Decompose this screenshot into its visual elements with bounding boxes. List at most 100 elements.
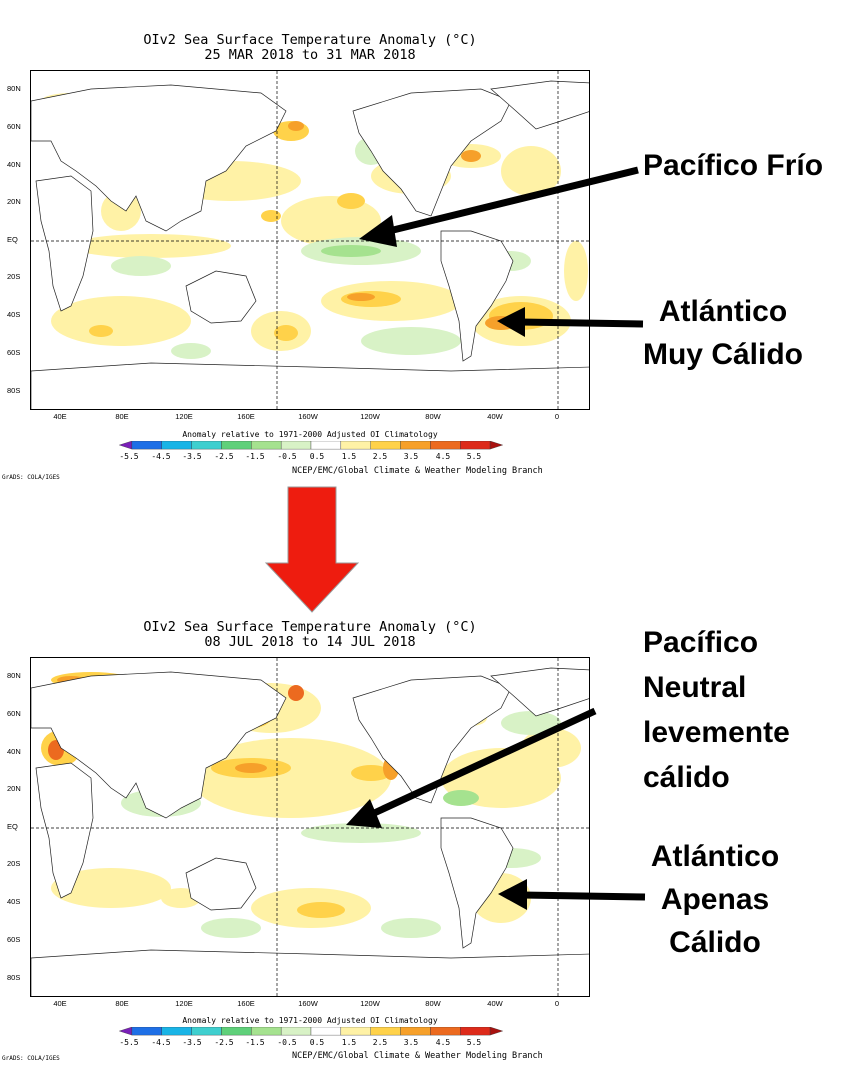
lat-tick: 80N — [7, 671, 21, 680]
annotation-line: Apenas — [660, 883, 770, 916]
colorbar-swatch — [400, 441, 431, 450]
anomaly-note: Anomaly relative to 1971-2000 Adjusted O… — [182, 430, 438, 439]
colorbar-swatch — [489, 441, 504, 450]
colorbar-swatch — [191, 1027, 222, 1036]
colorbar-swatch — [340, 441, 371, 450]
colorbar-swatch — [370, 441, 401, 450]
lon-tick: 40W — [487, 412, 503, 421]
colorbar-swatch — [191, 441, 222, 450]
colorbar-swatch — [221, 441, 252, 450]
lon-tick: 40E — [53, 412, 67, 421]
colorbar-labels-march: -5.5 -4.5 -3.5 -2.5 -1.5 -0.5 0.5 1.5 2.… — [0, 452, 600, 464]
colorbar-label: -3.5 — [182, 1038, 202, 1047]
annotation-line: Cálido — [669, 926, 761, 959]
colorbar-swatch — [340, 1027, 371, 1036]
annotation-line: Pacífico — [643, 626, 759, 659]
colorbar-label: 2.5 — [372, 452, 388, 461]
colorbar-label: 0.5 — [309, 1038, 325, 1047]
colorbar-swatch — [400, 1027, 431, 1036]
colorbar-swatch — [310, 441, 342, 450]
colorbar-label: -5.5 — [119, 1038, 139, 1047]
lon-tick: 120E — [175, 999, 193, 1008]
anomaly-note: Anomaly relative to 1971-2000 Adjusted O… — [182, 1016, 438, 1025]
title-line-1: OIv2 Sea Surface Temperature Anomaly (°C… — [143, 32, 477, 48]
colorbar-label: -0.5 — [277, 1038, 297, 1047]
lon-tick: 0 — [554, 412, 560, 421]
colorbar-swatch — [310, 1027, 342, 1036]
map-title: OIv2 Sea Surface Temperature Anomaly (°C… — [30, 620, 590, 650]
lat-tick: 20N — [7, 197, 21, 206]
lat-tick: 20S — [7, 272, 21, 281]
annotation-line: cálido — [643, 761, 730, 794]
colorbar-swatch — [118, 1027, 133, 1036]
colorbar-swatch — [489, 1027, 504, 1036]
lon-tick: 40E — [53, 999, 67, 1008]
annotation-pacifico-neutral: Pacífico Neutral levemente cálido — [643, 620, 843, 800]
colorbar-label: 1.5 — [341, 452, 357, 461]
colorbar-swatch — [280, 1027, 312, 1036]
annotation-line: Atlántico — [650, 840, 780, 873]
colorbar-label: 3.5 — [403, 452, 419, 461]
colorbar-swatch — [161, 441, 192, 450]
colorbar-label: -5.5 — [119, 452, 139, 461]
lon-tick: 160E — [237, 412, 255, 421]
lon-tick: 160W — [298, 412, 318, 421]
credit-grads: GrADS: COLA/IGES — [2, 474, 60, 481]
lat-tick: 40N — [7, 747, 21, 756]
sst-map-march — [30, 70, 590, 410]
lon-tick: 80W — [425, 999, 441, 1008]
lat-tick: 40S — [7, 897, 21, 906]
colorbar-label: -3.5 — [182, 452, 202, 461]
colorbar-label: -1.5 — [245, 1038, 265, 1047]
colorbar-swatch — [161, 1027, 192, 1036]
lon-tick: 40W — [487, 999, 503, 1008]
lat-tick: EQ — [7, 235, 18, 244]
annotation-line: Atlántico — [658, 295, 788, 328]
colorbar-swatch — [460, 1027, 491, 1036]
colorbar-labels-july: -5.5 -4.5 -3.5 -2.5 -1.5 -0.5 0.5 1.5 2.… — [0, 1038, 600, 1050]
colorbar-label: 4.5 — [435, 1038, 451, 1047]
colorbar-swatch — [221, 1027, 252, 1036]
lat-tick: 60N — [7, 122, 21, 131]
colorbar-swatch — [370, 1027, 401, 1036]
colorbar-label: 5.5 — [466, 1038, 482, 1047]
colorbar-swatch — [251, 1027, 282, 1036]
annotation-atlantico-muy-calido: Atlántico Muy Cálido — [638, 290, 808, 376]
colorbar-label: 0.5 — [309, 452, 325, 461]
colorbar-swatch — [131, 441, 162, 450]
colorbar-swatch — [280, 441, 312, 450]
lat-tick: 80S — [7, 386, 21, 395]
lon-tick: 160E — [237, 999, 255, 1008]
lon-tick: 120E — [175, 412, 193, 421]
annotation-line: Muy Cálido — [642, 338, 803, 371]
colorbar-swatch — [430, 441, 461, 450]
colorbar-swatch — [118, 441, 133, 450]
lat-tick: EQ — [7, 822, 18, 831]
lon-tick: 80W — [425, 412, 441, 421]
annotation-line: levemente — [643, 716, 790, 749]
colorbar-label: -4.5 — [151, 452, 171, 461]
lon-tick: 120W — [360, 999, 380, 1008]
lat-tick: 60S — [7, 348, 21, 357]
colorbar-label: 5.5 — [466, 452, 482, 461]
colorbar-july — [118, 1027, 504, 1036]
lat-tick: 60S — [7, 935, 21, 944]
lon-tick: 80E — [115, 412, 129, 421]
colorbar-label: 3.5 — [403, 1038, 419, 1047]
title-line-2: 08 JUL 2018 to 14 JUL 2018 — [204, 634, 416, 650]
lon-tick: 160W — [298, 999, 318, 1008]
annotation-atlantico-apenas: Atlántico Apenas Cálido — [630, 835, 800, 964]
lon-tick: 120W — [360, 412, 380, 421]
colorbar-label: -0.5 — [277, 452, 297, 461]
colorbar-label: -4.5 — [151, 1038, 171, 1047]
annotation-line: Neutral — [643, 671, 747, 704]
lon-tick: 0 — [554, 999, 560, 1008]
colorbar-label: 4.5 — [435, 452, 451, 461]
colorbar-label: -1.5 — [245, 452, 265, 461]
colorbar-swatch — [251, 441, 282, 450]
lat-tick: 20N — [7, 784, 21, 793]
lat-tick: 40N — [7, 160, 21, 169]
title-line-1: OIv2 Sea Surface Temperature Anomaly (°C… — [143, 619, 477, 635]
annotation-pacifico-frio: Pacífico Frío — [643, 144, 843, 187]
colorbar-label: 1.5 — [341, 1038, 357, 1047]
